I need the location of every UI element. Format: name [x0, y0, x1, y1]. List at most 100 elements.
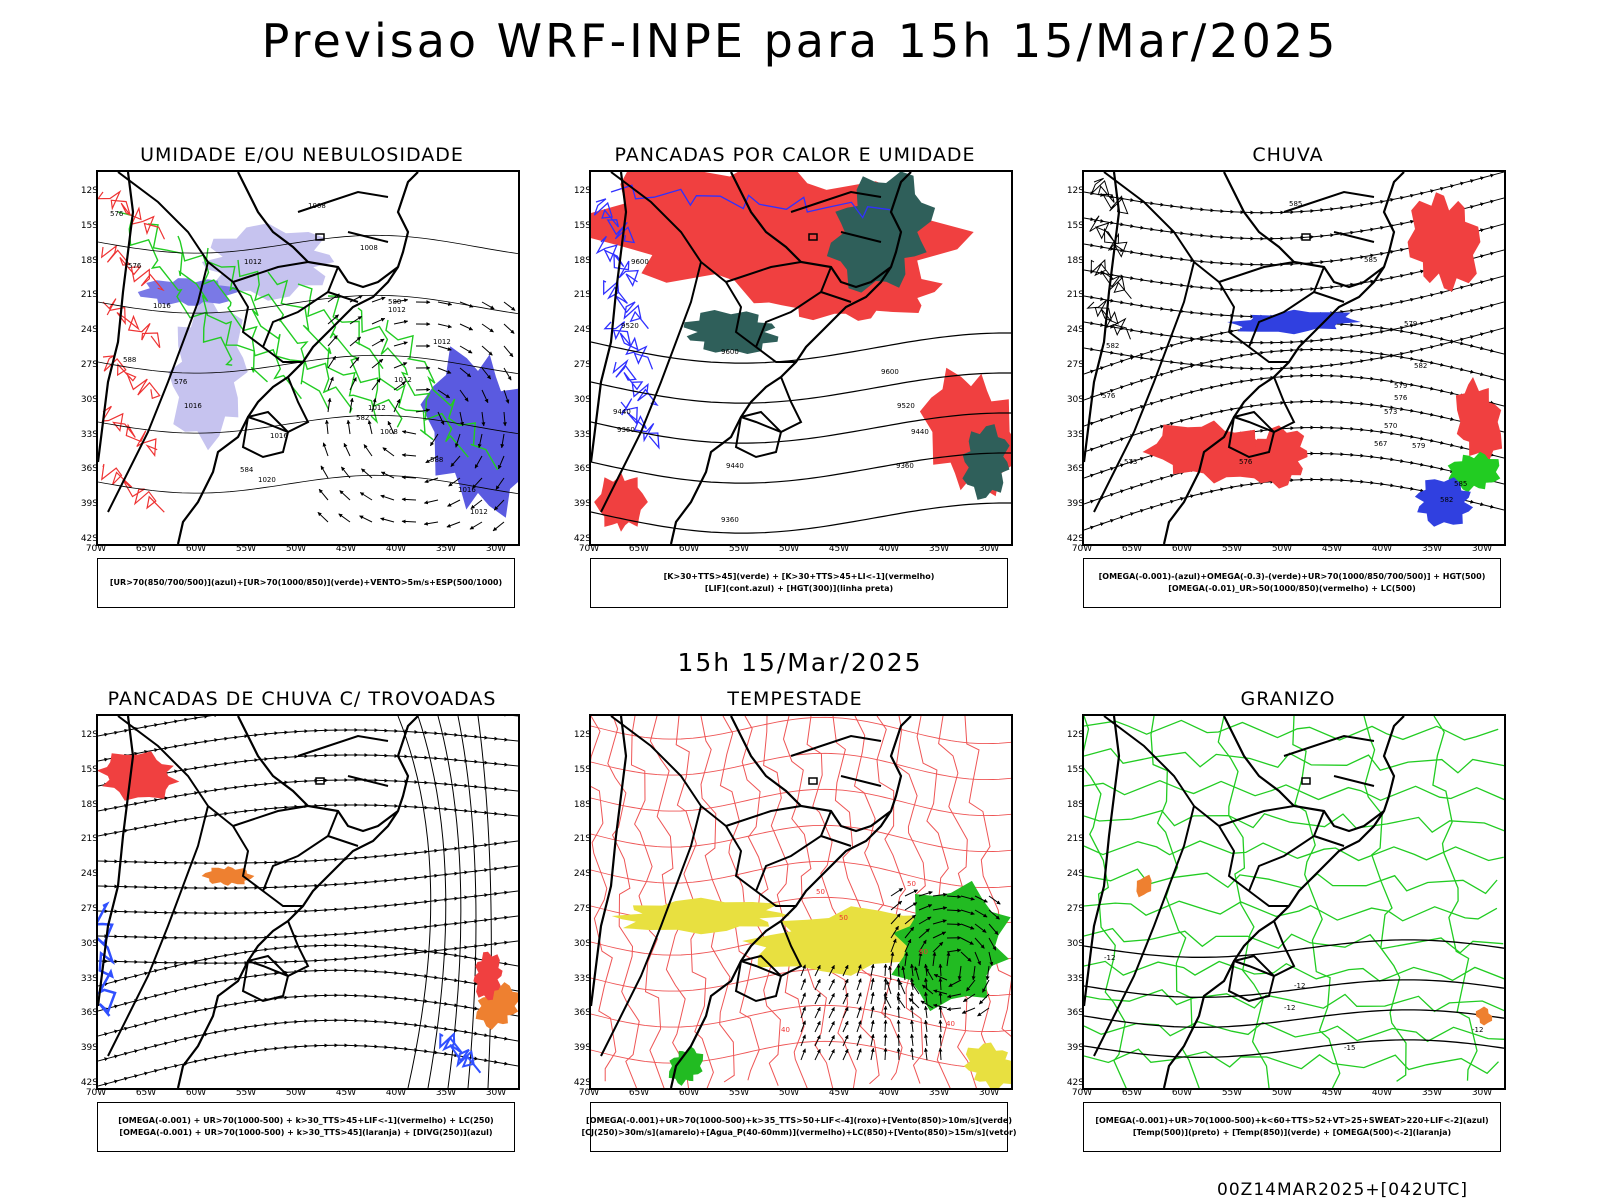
wind850-vector — [932, 941, 944, 953]
showers-green-area — [683, 310, 779, 354]
lon-tick-label: 30W — [978, 544, 1000, 554]
wind850-vector — [938, 991, 943, 1005]
contour-label: 9520 — [621, 322, 639, 330]
wind850-vector — [896, 1005, 901, 1019]
lc850-contour — [591, 788, 1011, 817]
lif-blue-contour — [595, 235, 639, 288]
lif-blue-contour — [593, 198, 636, 244]
lc500-contour — [1091, 177, 1129, 215]
wind850-vector — [883, 1005, 888, 1019]
wind850-vector — [870, 1033, 875, 1047]
capital-marker — [808, 777, 818, 785]
lat-tick-label: 30S — [573, 938, 591, 949]
lc850-contour — [591, 824, 1011, 853]
wind850-vector — [896, 1033, 901, 1047]
humidity-dark-blue-area — [420, 346, 518, 518]
streamline-lc250 — [457, 716, 477, 1088]
panel-title: TEMPESTADE — [727, 688, 863, 710]
wind-vector — [448, 477, 461, 487]
wind850-vector — [966, 979, 976, 992]
temp500-black-contour — [1084, 979, 1504, 998]
temp850-green-contour — [1363, 716, 1407, 1082]
wind850-vector — [910, 1019, 915, 1033]
contour-label: 9520 — [897, 402, 915, 410]
wind850-vector — [828, 992, 835, 1005]
wind-vector — [437, 389, 451, 399]
contour-label: 1008 — [380, 428, 398, 436]
wind-vector — [393, 341, 408, 347]
wind850-vector — [933, 1003, 948, 1009]
map-area: -12 -12 -15 -12 -12 — [1082, 714, 1506, 1090]
wind-vector — [437, 367, 452, 374]
lon-tick-label: 45W — [335, 544, 357, 554]
contour-label: 1012 — [368, 404, 386, 412]
streamline-lc250 — [98, 890, 518, 916]
contour-label: 585 — [1289, 200, 1302, 208]
panel-legend: [OMEGA(-0.001)+UR>70(1000-500)+k>35_TTS>… — [581, 1102, 1017, 1152]
wind-vector — [423, 521, 439, 526]
wind-vector — [495, 477, 505, 490]
wind-vector — [401, 475, 417, 480]
capital-marker — [808, 233, 818, 241]
lc850-contour — [591, 752, 1011, 781]
lon-tick-label: 50W — [778, 1088, 800, 1098]
lon-tick-label: 50W — [285, 544, 307, 554]
wind850-vector — [800, 1020, 806, 1033]
streamline-lc250 — [98, 865, 518, 891]
lat-tick-label: 18S — [573, 799, 591, 810]
lat-tick-label: 21S — [80, 290, 98, 301]
wind850-vector — [896, 996, 906, 1009]
omega500-orange-area — [1475, 1006, 1493, 1026]
contour-label: 50 — [907, 880, 916, 888]
panel-title: PANCADAS DE CHUVA C/ TROVOADAS — [107, 688, 497, 710]
wind-vector — [371, 296, 386, 303]
lat-tick-label: 42S — [1066, 534, 1084, 544]
lon-tick-label: 45W — [828, 1088, 850, 1098]
wind-vector — [349, 397, 354, 413]
wind850-vector — [923, 1005, 928, 1019]
contour-label: 567 — [1374, 440, 1387, 448]
contour-label: 9360 — [617, 426, 635, 434]
wind850-vector — [923, 1047, 928, 1061]
temp850-green-contour — [1432, 716, 1478, 1081]
wind850-vector — [918, 916, 932, 925]
wind-vector — [327, 314, 339, 325]
contour-label: 9440 — [726, 462, 744, 470]
lon-tick-label: 40W — [385, 544, 407, 554]
panel-title: PANCADAS POR CALOR E UMIDADE — [614, 144, 976, 166]
temp850-green-contour — [1292, 716, 1341, 1088]
contour-label: 588 — [123, 356, 136, 364]
wind-vector — [493, 499, 505, 511]
humidity-green-contour — [237, 259, 353, 414]
lat-tick-label: 15S — [80, 220, 98, 231]
hgt300-contour — [591, 412, 1011, 444]
legend-line: [OMEGA(-0.001) + UR>70(1000-500) + k>30_… — [119, 1128, 493, 1137]
lat-tick-label: 30S — [80, 938, 98, 949]
lat-tick-label: 42S — [80, 1078, 98, 1088]
lagoon-outline — [241, 410, 290, 459]
contour-label: 585 — [1454, 480, 1467, 488]
lat-tick-label: 18S — [573, 255, 591, 266]
contour-label: 576 — [1239, 458, 1253, 466]
wind850-vector — [910, 1033, 915, 1047]
lat-tick-label: 15S — [1066, 764, 1084, 775]
map-panel-1: UMIDADE E/OU NEBULOSIDADE 1008 1008 1012 101… — [81, 144, 522, 624]
wind-vector — [459, 345, 473, 354]
humidity-blue-area — [168, 293, 248, 451]
wind-vector — [393, 298, 409, 303]
wind850-vector — [904, 902, 918, 911]
wind-vector — [341, 466, 351, 479]
lat-tick-label: 15S — [573, 220, 591, 231]
lon-tick-label: 65W — [1121, 1088, 1143, 1098]
lat-tick-label: 24S — [573, 869, 591, 880]
wind-vector — [339, 490, 351, 501]
wind850-vector — [883, 963, 888, 977]
wind-vector — [393, 381, 406, 391]
wind850-vector — [923, 1033, 928, 1047]
lagoon-outline — [734, 954, 783, 1003]
wind-vector — [318, 488, 329, 501]
map-panel-4: PANCADAS DE CHUVA C/ TROVOADAS 12S 15S 18S 2… — [81, 688, 522, 1168]
wind-vector — [437, 323, 452, 329]
lon-tick-label: 55W — [235, 544, 257, 554]
wind850-vector — [932, 919, 947, 925]
